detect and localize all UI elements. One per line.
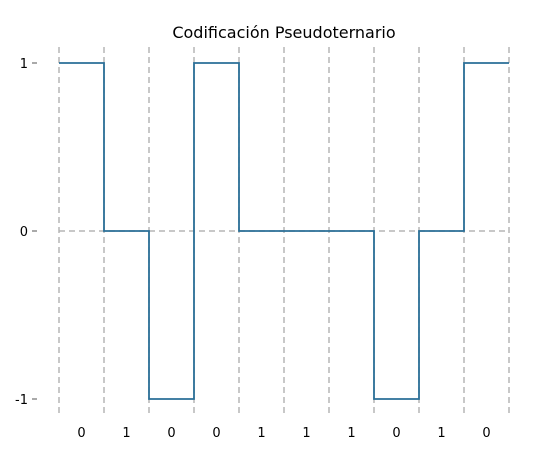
y-tick-label: 1 <box>20 57 28 72</box>
x-tick-label: 1 <box>347 426 355 441</box>
x-tick-label: 1 <box>122 426 130 441</box>
signal-line <box>59 62 509 400</box>
x-tick-label: 0 <box>392 426 400 441</box>
x-tick-label: 0 <box>482 426 490 441</box>
y-tick-label: -1 <box>15 393 28 408</box>
y-tick-label: 0 <box>20 225 28 240</box>
x-tick-label: 1 <box>302 426 310 441</box>
chart-title: Codificación Pseudoternario <box>172 23 395 42</box>
x-tick-label: 0 <box>77 426 85 441</box>
signal-layer <box>59 62 509 400</box>
x-tick-label: 0 <box>167 426 175 441</box>
y-axis: 1 0 -1 <box>15 57 37 408</box>
x-tick-label: 1 <box>437 426 445 441</box>
x-axis: 0 1 0 0 1 1 1 0 1 0 <box>77 426 490 441</box>
x-tick-label: 0 <box>212 426 220 441</box>
x-tick-label: 1 <box>257 426 265 441</box>
